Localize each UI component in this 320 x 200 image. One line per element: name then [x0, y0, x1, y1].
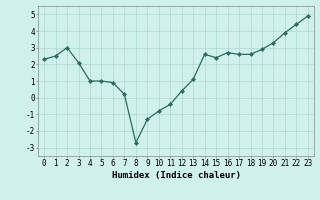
X-axis label: Humidex (Indice chaleur): Humidex (Indice chaleur)	[111, 171, 241, 180]
